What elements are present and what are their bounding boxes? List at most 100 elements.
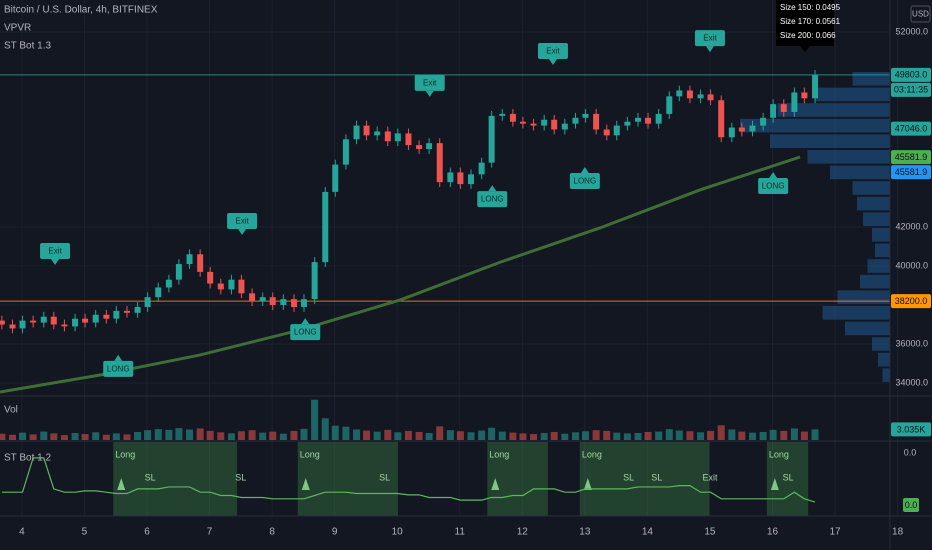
volume-bar xyxy=(123,434,131,440)
candle-body xyxy=(82,318,89,323)
zone-label: Long xyxy=(769,449,789,459)
zone-arrow xyxy=(770,478,779,490)
candle-body xyxy=(217,283,224,290)
volume-profile-bar xyxy=(872,337,890,351)
countdown: 03:11:35 xyxy=(894,85,928,95)
marker-label: SL xyxy=(623,472,634,482)
candle-body xyxy=(363,125,370,136)
indicator-tag xyxy=(903,498,919,512)
volume-bar xyxy=(290,430,298,440)
candle-body xyxy=(436,143,443,183)
volume-bar xyxy=(279,433,287,440)
volume-profile-bar xyxy=(852,181,890,195)
volume-bar xyxy=(186,429,194,440)
volume-bar xyxy=(446,430,454,440)
signal-pointer xyxy=(705,46,714,53)
candle-body xyxy=(30,320,37,323)
candle-body xyxy=(197,254,204,272)
candle-body xyxy=(791,92,798,112)
candle-body xyxy=(175,264,182,280)
price-tag-label: 45581.9 xyxy=(895,167,928,177)
volume-profile-bar xyxy=(857,196,890,211)
candle-body xyxy=(353,125,360,140)
currency[interactable]: USD xyxy=(912,10,929,19)
candle-body xyxy=(322,191,329,263)
signal-label: Exit xyxy=(703,34,717,43)
volume-bar xyxy=(9,434,17,440)
candle-body xyxy=(374,131,381,136)
candle-body xyxy=(332,164,339,192)
candle-body xyxy=(738,127,745,132)
volume-bar xyxy=(237,431,245,440)
volume-bar xyxy=(60,435,68,440)
currency-box[interactable] xyxy=(910,5,931,23)
volume-bar xyxy=(50,433,58,440)
volume-profile-bar xyxy=(867,259,890,273)
indicator-scale-label: 0.0 xyxy=(904,447,917,457)
candle-body xyxy=(134,306,141,313)
volume-bar xyxy=(19,432,27,440)
candle-body xyxy=(426,143,433,150)
candle-body xyxy=(499,113,506,116)
volume-profile-bar xyxy=(807,150,890,164)
candle-body xyxy=(780,104,787,112)
signal-label-box xyxy=(477,191,508,208)
price-tag-label: 45581.9 xyxy=(895,152,928,162)
volume-bar xyxy=(728,429,736,440)
candle-body xyxy=(72,318,79,327)
signal-pointer xyxy=(548,58,557,65)
volume-bar xyxy=(394,432,402,440)
marker-label: SL xyxy=(379,472,390,482)
volume-profile-bar xyxy=(740,118,890,133)
candle-body xyxy=(635,117,642,122)
x-tick-label: 5 xyxy=(82,527,88,538)
volume-bar xyxy=(311,399,319,440)
price-tag-label: 47046.0 xyxy=(895,123,928,133)
volume-bar xyxy=(675,430,683,440)
tooltip-box xyxy=(776,0,834,46)
signal-pointer xyxy=(769,172,778,179)
volume-bar xyxy=(592,430,600,440)
price-tag xyxy=(891,121,931,136)
countdown-box xyxy=(891,82,931,97)
candle-body xyxy=(9,324,16,329)
candle-body xyxy=(519,121,526,124)
candle-body xyxy=(394,133,401,142)
signal-label-box xyxy=(40,243,71,260)
y-tick-label: 34000.0 xyxy=(895,377,928,387)
signal-label-box xyxy=(414,74,445,91)
price-tag xyxy=(891,294,931,309)
candle-body xyxy=(770,104,777,118)
signal-label-box xyxy=(569,172,600,189)
chart-title: Bitcoin / U.S. Dollar, 4h, BITFINEX xyxy=(4,5,158,16)
tooltip-pointer xyxy=(800,46,810,52)
volume-bar xyxy=(196,428,204,440)
signal-pointer xyxy=(301,318,310,325)
volume-bar xyxy=(436,426,444,440)
volume-tag-label: 3.035K xyxy=(897,424,926,434)
candle-body xyxy=(509,113,516,122)
candle-body xyxy=(92,314,99,323)
candle-body xyxy=(165,279,172,288)
price-tag xyxy=(891,165,931,180)
x-tick-label: 11 xyxy=(455,527,466,538)
volume-profile-bar xyxy=(822,306,890,320)
candle-body xyxy=(572,117,579,124)
signal-label: Exit xyxy=(423,79,437,88)
candle-body xyxy=(447,172,454,183)
indicator-name: ST Bot 1.3 xyxy=(4,41,52,52)
volume-profile-bar xyxy=(875,243,890,258)
volume-bar xyxy=(717,425,725,440)
volume-bar xyxy=(613,432,621,440)
volume-profile-bar xyxy=(815,87,890,102)
volume-tag xyxy=(891,422,931,437)
candle-body xyxy=(728,127,735,138)
volume-bar xyxy=(300,428,308,440)
candle-body xyxy=(61,324,68,327)
volume-bar xyxy=(707,430,715,440)
volume-bar xyxy=(248,430,256,440)
x-tick-label: 10 xyxy=(392,527,404,538)
candle-body xyxy=(238,279,245,294)
volume-bar xyxy=(92,432,100,440)
